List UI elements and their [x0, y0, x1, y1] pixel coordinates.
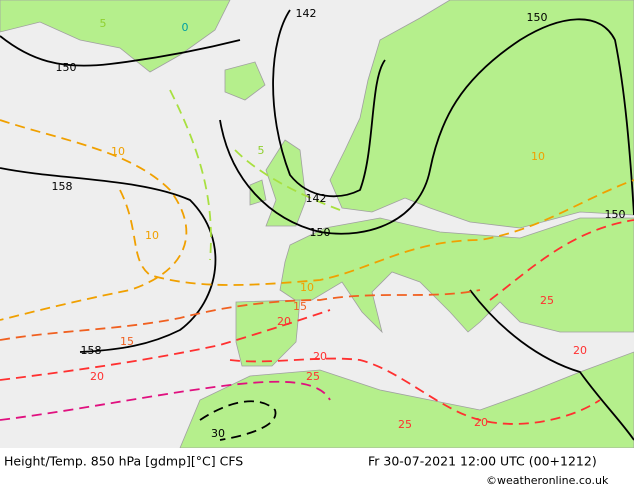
- contour-label: 5: [100, 17, 107, 30]
- contour-label: 150: [310, 226, 331, 239]
- footer-datetime: Fr 30-07-2021 12:00 UTC (00+1212): [368, 454, 597, 469]
- contours: [0, 9, 634, 441]
- contour-label: 142: [296, 7, 317, 20]
- contour-label: 25: [306, 370, 320, 383]
- contour-label: 158: [81, 344, 102, 357]
- contour-label: 150: [605, 208, 626, 221]
- contour-label: 10: [300, 281, 314, 294]
- contour-label: 20: [573, 344, 587, 357]
- contour-label: 10: [145, 229, 159, 242]
- contour-label: 25: [540, 294, 554, 307]
- contour-label: 25: [398, 418, 412, 431]
- contour-label: 20: [277, 315, 291, 328]
- contour-labels: 142 150 150 158 5 0 10 10 5 142 150 10 1…: [52, 7, 626, 440]
- contour-label: 15: [120, 335, 134, 348]
- contour-label: 158: [52, 180, 73, 193]
- contour-label: 20: [90, 370, 104, 383]
- contour-label: 5: [258, 144, 265, 157]
- land: [0, 0, 634, 449]
- footer-bg: [0, 448, 634, 490]
- contour-label: 0: [182, 21, 189, 34]
- contour-label: 20: [313, 350, 327, 363]
- contour-label: 10: [531, 150, 545, 163]
- contour-label: 150: [527, 11, 548, 24]
- contour-label: 20: [474, 416, 488, 429]
- contour-label: 15: [293, 300, 307, 313]
- contour-label: 150: [56, 61, 77, 74]
- contour-label: 10: [111, 145, 125, 158]
- footer-title: Height/Temp. 850 hPa [gdmp][°C] CFS: [4, 454, 243, 469]
- contour-label: 142: [306, 192, 327, 205]
- contour-label: 30: [211, 427, 225, 440]
- footer-credit: ©weatheronline.co.uk: [486, 474, 609, 487]
